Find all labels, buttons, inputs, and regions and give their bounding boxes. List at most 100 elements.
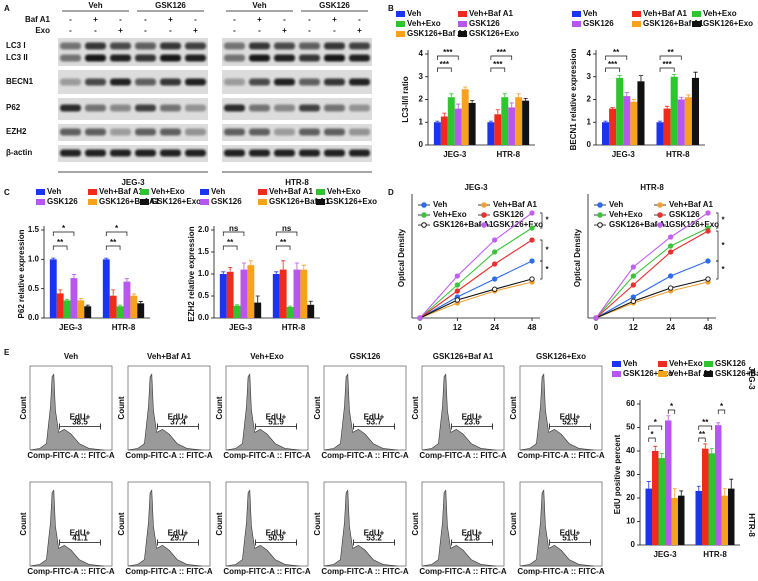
panel-label: D bbox=[388, 188, 394, 197]
blot-band bbox=[349, 78, 370, 86]
bar bbox=[670, 76, 678, 145]
blot-band bbox=[274, 78, 295, 86]
y-axis-label: Count bbox=[313, 512, 322, 535]
error-bar bbox=[693, 71, 698, 78]
blot-band bbox=[299, 54, 320, 62]
x-axis-label: Comp-FITC-A :: FITC-A bbox=[125, 567, 212, 576]
blot-band bbox=[60, 42, 81, 50]
histogram bbox=[127, 373, 202, 451]
y-axis-label: Count bbox=[509, 396, 518, 419]
gate-label: EdU+ bbox=[364, 529, 385, 538]
significance-label: ** bbox=[613, 48, 620, 57]
significance-bracket bbox=[105, 231, 128, 236]
bar bbox=[468, 102, 476, 145]
gate-label: EdU+ bbox=[462, 529, 483, 538]
group-label: Veh bbox=[252, 1, 266, 10]
bar bbox=[508, 107, 516, 145]
significance-label: * bbox=[62, 224, 66, 233]
blot-band bbox=[60, 54, 81, 62]
y-axis-label: BECN1 relative expression bbox=[569, 48, 578, 150]
significance-bracket bbox=[716, 212, 719, 229]
error-bar bbox=[696, 485, 701, 491]
significance-bracket bbox=[222, 245, 238, 250]
legend-label: Veh bbox=[623, 359, 637, 368]
x-tick-label: HTR-8 bbox=[496, 150, 520, 159]
blot-band bbox=[224, 149, 245, 157]
significance-label: *** bbox=[497, 48, 507, 57]
error-bar bbox=[722, 488, 727, 496]
bar bbox=[645, 488, 652, 545]
blot-band bbox=[324, 149, 345, 157]
error-bar bbox=[463, 86, 468, 90]
point bbox=[668, 285, 674, 291]
bar bbox=[658, 458, 665, 545]
bar bbox=[77, 300, 85, 318]
x-axis-label: Comp-FITC-A :: FITC-A bbox=[27, 451, 114, 460]
blot-band bbox=[224, 104, 245, 112]
treatment-sign: - bbox=[258, 26, 261, 35]
gate-label: EdU+ bbox=[168, 529, 189, 538]
y-tick-label: 0.5 bbox=[28, 284, 40, 293]
bar bbox=[728, 488, 735, 545]
error-bar bbox=[729, 478, 734, 489]
treatment-sign: - bbox=[144, 26, 147, 35]
bar bbox=[440, 116, 448, 145]
blot-band bbox=[85, 104, 106, 112]
blot-band bbox=[60, 128, 81, 136]
blot-band bbox=[185, 128, 206, 136]
blot-band bbox=[249, 54, 270, 62]
point bbox=[668, 234, 674, 240]
treatment-sign: + bbox=[93, 15, 98, 24]
error-bar bbox=[646, 481, 651, 489]
significance-bracket bbox=[490, 67, 506, 72]
y-tick-label: 2 bbox=[419, 95, 424, 104]
significance-bracket bbox=[275, 245, 291, 250]
legend-swatch bbox=[572, 21, 581, 27]
blot-background bbox=[58, 98, 208, 120]
group-label: Veh bbox=[88, 1, 102, 10]
bar bbox=[671, 498, 678, 545]
gate-label: EdU+ bbox=[560, 529, 581, 538]
x-tick-label: HTR-8 bbox=[282, 323, 306, 332]
blot-band bbox=[185, 54, 206, 62]
legend-label: Veh+Exo bbox=[669, 359, 703, 368]
point bbox=[630, 294, 636, 300]
significance-label: *** bbox=[440, 60, 450, 69]
error-bar bbox=[664, 105, 670, 109]
line bbox=[595, 230, 709, 319]
treatment-sign: - bbox=[144, 15, 147, 24]
x-tick-label: 24 bbox=[666, 323, 675, 332]
line bbox=[595, 260, 709, 319]
bar bbox=[254, 302, 262, 318]
bar bbox=[247, 265, 255, 318]
legend-marker bbox=[421, 202, 427, 208]
legend-label: Veh+Exo bbox=[327, 187, 361, 196]
histogram bbox=[323, 373, 398, 451]
error-bar bbox=[111, 289, 116, 296]
blot-background bbox=[58, 124, 208, 141]
significance-bracket bbox=[717, 409, 726, 414]
blot-band bbox=[160, 78, 181, 86]
gate-value: 52.9 bbox=[562, 418, 578, 427]
blot-band bbox=[135, 54, 156, 62]
x-tick-label: JEG-3 bbox=[612, 150, 636, 159]
error-bar bbox=[672, 74, 677, 77]
line bbox=[419, 239, 533, 319]
blot-band bbox=[349, 54, 370, 62]
x-axis-label: Comp-FITC-A :: FITC-A bbox=[27, 567, 114, 576]
error-bar bbox=[603, 120, 608, 123]
histogram bbox=[29, 489, 104, 567]
significance-label: * bbox=[115, 224, 119, 233]
legend-label: GSK126 bbox=[469, 19, 500, 28]
point bbox=[630, 273, 636, 279]
bar bbox=[49, 259, 57, 318]
legend-swatch bbox=[632, 11, 641, 17]
chart-title: HTR-8 bbox=[640, 183, 664, 192]
treatment-sign: - bbox=[283, 15, 286, 24]
y-axis-label: Count bbox=[19, 396, 28, 419]
treatment-sign: + bbox=[118, 26, 123, 35]
bar bbox=[123, 281, 131, 318]
y-axis-label: Count bbox=[117, 396, 126, 419]
blot-band bbox=[224, 42, 245, 50]
legend-swatch bbox=[258, 189, 267, 195]
